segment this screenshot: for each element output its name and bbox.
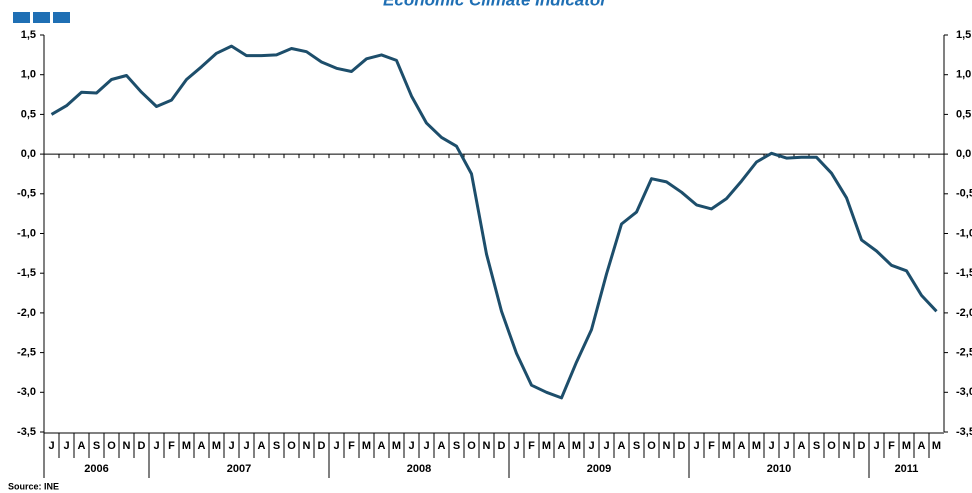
month-label: J (333, 440, 339, 452)
logo-square (53, 12, 70, 23)
month-label: S (453, 440, 460, 452)
y2-tick-label: 0,5 (956, 108, 971, 120)
month-label: A (618, 440, 626, 452)
y-tick-label: -3,0 (17, 386, 36, 398)
y2-tick-label: -1,0 (956, 227, 972, 239)
month-label: S (273, 440, 280, 452)
month-label: O (827, 440, 836, 452)
month-label: D (138, 440, 146, 452)
month-label: A (378, 440, 386, 452)
month-label: M (362, 440, 371, 452)
month-label: M (542, 440, 551, 452)
year-label: 2009 (587, 463, 611, 475)
month-label: N (303, 440, 311, 452)
month-label: D (858, 440, 866, 452)
month-label: F (888, 440, 895, 452)
y2-tick-label: 0,0 (956, 148, 971, 160)
month-label: A (198, 440, 206, 452)
y2-tick-label: -0,5 (956, 188, 972, 200)
y2-tick-label: -2,5 (956, 347, 972, 359)
month-label: A (918, 440, 926, 452)
y2-tick-label: 1,0 (956, 69, 971, 81)
y2-tick-label: -3,5 (956, 426, 972, 438)
month-label: J (783, 440, 789, 452)
month-label: D (678, 440, 686, 452)
y-tick-label: 1,0 (21, 69, 36, 81)
month-label: F (168, 440, 175, 452)
month-label: D (498, 440, 506, 452)
month-label: M (932, 440, 941, 452)
y-tick-label: -2,0 (17, 307, 36, 319)
y-tick-label: -1,0 (17, 227, 36, 239)
month-label: A (258, 440, 266, 452)
year-label: 2006 (84, 463, 108, 475)
year-label: 2011 (895, 463, 919, 475)
month-label: A (738, 440, 746, 452)
data-line (50, 44, 938, 400)
month-label: M (212, 440, 221, 452)
month-label: A (78, 440, 86, 452)
month-label: M (392, 440, 401, 452)
month-label: J (768, 440, 774, 452)
month-label: J (48, 440, 54, 452)
month-label: M (182, 440, 191, 452)
year-label: 2007 (227, 463, 251, 475)
logo-square (13, 12, 30, 23)
month-label: N (483, 440, 491, 452)
month-label: J (693, 440, 699, 452)
y-tick-label: -1,5 (17, 267, 36, 279)
month-label: O (287, 440, 296, 452)
y2-tick-label: -2,0 (956, 307, 972, 319)
y-tick-label: 1,5 (21, 29, 36, 41)
month-label: O (467, 440, 476, 452)
month-label: F (528, 440, 535, 452)
month-label: J (408, 440, 414, 452)
month-label: N (843, 440, 851, 452)
y-tick-label: -0,5 (17, 188, 36, 200)
y2-tick-label: -1,5 (956, 267, 972, 279)
month-label: J (228, 440, 234, 452)
month-label: M (572, 440, 581, 452)
month-label: S (633, 440, 640, 452)
month-label: M (902, 440, 911, 452)
year-label: 2010 (767, 463, 791, 475)
month-label: O (647, 440, 656, 452)
month-label: J (243, 440, 249, 452)
month-label: M (752, 440, 761, 452)
month-label: A (798, 440, 806, 452)
y-tick-label: 0,5 (21, 108, 36, 120)
month-label: J (513, 440, 519, 452)
month-label: A (438, 440, 446, 452)
y-tick-label: -2,5 (17, 347, 36, 359)
month-label: M (722, 440, 731, 452)
month-label: J (423, 440, 429, 452)
y-tick-label: -3,5 (17, 426, 36, 438)
chart-title: Economic Climate Indicator (383, 0, 608, 9)
month-label: J (63, 440, 69, 452)
month-label: D (318, 440, 326, 452)
month-label: J (603, 440, 609, 452)
logo-square (33, 12, 50, 23)
month-label: J (588, 440, 594, 452)
y2-tick-label: 1,5 (956, 29, 971, 41)
month-label: J (873, 440, 879, 452)
y-tick-label: 0,0 (21, 148, 36, 160)
year-label: 2008 (407, 463, 431, 475)
month-label: J (153, 440, 159, 452)
month-label: N (123, 440, 131, 452)
month-label: N (663, 440, 671, 452)
month-label: F (348, 440, 355, 452)
source-note: Source: INE (8, 481, 59, 491)
month-label: S (813, 440, 820, 452)
month-label: O (107, 440, 116, 452)
month-label: A (558, 440, 566, 452)
y2-tick-label: -3,0 (956, 386, 972, 398)
month-label: F (708, 440, 715, 452)
month-label: S (93, 440, 100, 452)
